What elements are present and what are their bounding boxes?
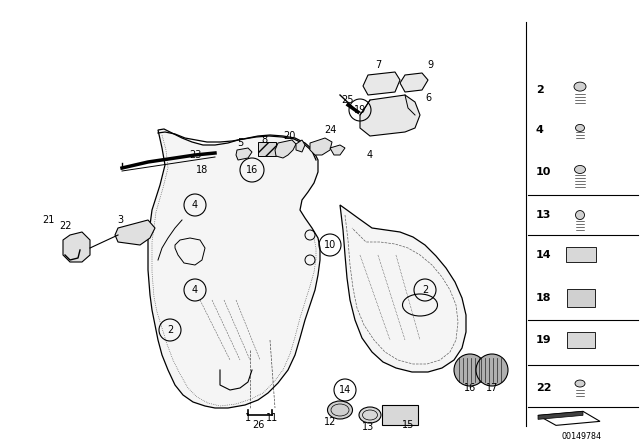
Text: 8: 8 xyxy=(261,135,267,145)
Ellipse shape xyxy=(574,82,586,91)
Text: 20: 20 xyxy=(283,131,295,141)
Ellipse shape xyxy=(575,211,584,220)
Text: 23: 23 xyxy=(189,150,201,160)
Text: 9: 9 xyxy=(427,60,433,70)
FancyBboxPatch shape xyxy=(382,405,418,425)
Polygon shape xyxy=(363,72,400,95)
Polygon shape xyxy=(275,140,296,158)
Polygon shape xyxy=(63,232,90,262)
Ellipse shape xyxy=(575,165,586,173)
Polygon shape xyxy=(115,220,155,245)
Text: 7: 7 xyxy=(375,60,381,70)
Text: OO149784: OO149784 xyxy=(562,431,602,440)
Polygon shape xyxy=(538,411,583,419)
Text: 2: 2 xyxy=(422,285,428,295)
Text: 22: 22 xyxy=(536,383,552,392)
FancyBboxPatch shape xyxy=(567,332,595,349)
Text: 22: 22 xyxy=(59,221,71,231)
FancyBboxPatch shape xyxy=(258,142,276,156)
Text: 18: 18 xyxy=(536,293,552,303)
Text: 13: 13 xyxy=(536,210,552,220)
Polygon shape xyxy=(310,138,332,155)
Text: 4: 4 xyxy=(192,200,198,210)
Polygon shape xyxy=(148,129,320,408)
Text: 14: 14 xyxy=(536,250,552,260)
Text: 13: 13 xyxy=(362,422,374,432)
Ellipse shape xyxy=(575,380,585,387)
Text: 10: 10 xyxy=(324,240,336,250)
Ellipse shape xyxy=(575,125,584,131)
Polygon shape xyxy=(296,140,305,152)
Text: 17: 17 xyxy=(486,383,498,393)
Polygon shape xyxy=(340,205,466,372)
Text: 4: 4 xyxy=(536,125,544,135)
Text: 3: 3 xyxy=(117,215,123,225)
Polygon shape xyxy=(236,148,252,160)
Polygon shape xyxy=(360,95,420,136)
Text: 11: 11 xyxy=(266,413,278,423)
Text: 6: 6 xyxy=(425,93,431,103)
Circle shape xyxy=(454,354,486,386)
Text: 18: 18 xyxy=(196,165,208,175)
Text: 1: 1 xyxy=(245,413,251,423)
Text: 5: 5 xyxy=(237,138,243,148)
Text: 4: 4 xyxy=(367,150,373,160)
Ellipse shape xyxy=(328,401,353,419)
Text: 21: 21 xyxy=(42,215,54,225)
Polygon shape xyxy=(538,411,600,425)
Text: 2: 2 xyxy=(536,85,544,95)
Text: 10: 10 xyxy=(536,168,552,177)
FancyBboxPatch shape xyxy=(567,289,595,307)
Text: 16: 16 xyxy=(246,165,258,175)
Text: 2: 2 xyxy=(167,325,173,335)
Text: 19: 19 xyxy=(536,336,552,345)
Text: 24: 24 xyxy=(324,125,336,135)
Polygon shape xyxy=(330,145,345,155)
Circle shape xyxy=(476,354,508,386)
Polygon shape xyxy=(400,73,428,92)
Text: 25: 25 xyxy=(342,95,355,105)
Text: 26: 26 xyxy=(252,420,264,430)
Text: 15: 15 xyxy=(402,420,414,430)
Text: 16: 16 xyxy=(464,383,476,393)
Text: 4: 4 xyxy=(192,285,198,295)
Text: 14: 14 xyxy=(339,385,351,395)
Text: 12: 12 xyxy=(324,417,336,427)
Ellipse shape xyxy=(359,407,381,423)
Text: 19: 19 xyxy=(354,105,366,115)
FancyBboxPatch shape xyxy=(566,247,596,263)
